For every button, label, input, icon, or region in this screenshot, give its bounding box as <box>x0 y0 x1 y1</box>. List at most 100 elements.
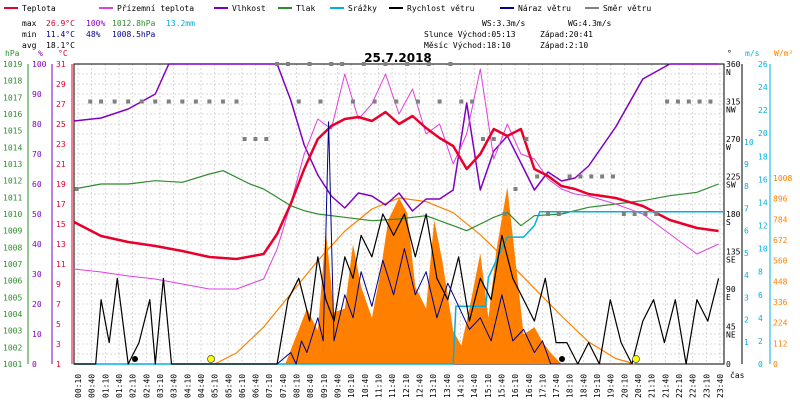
dir-tick-label: 135 <box>726 248 741 257</box>
wm2-tick-label: 448 <box>773 277 788 286</box>
mm-tick-label: 2 <box>744 316 749 325</box>
unit-hpa: hPa <box>5 49 20 58</box>
wind-direction-point <box>318 99 323 104</box>
stat-max-label: max <box>22 19 37 28</box>
legend-label: Rychlost větru <box>407 4 475 13</box>
radiation-fill-area <box>285 186 562 364</box>
time-tick-label: 00:40 <box>88 374 97 398</box>
stat-max-press: 1012.8hPa <box>112 19 156 28</box>
hpa-tick-label: 1010 <box>3 210 22 219</box>
time-tick-label: 09:10 <box>320 374 329 398</box>
stat-sun-set: Západ:20:41 <box>540 30 593 39</box>
wind-direction-point <box>207 99 212 104</box>
wind-direction-point <box>361 62 366 66</box>
time-tick-label: 20:10 <box>620 374 629 398</box>
legend-label: Náraz větru <box>518 4 571 13</box>
time-tick-label: 21:10 <box>648 374 657 398</box>
wind-direction-point <box>578 174 583 179</box>
hpa-tick-label: 1017 <box>3 93 22 102</box>
moonrise-marker <box>559 356 565 362</box>
degc-tick-label: 11 <box>56 260 66 269</box>
degc-tick-label: 19 <box>56 180 66 189</box>
dir-tick-label: E <box>726 293 731 302</box>
legend: Teplota Přízemní teplota Vlhkost Tlak Srážky… <box>4 4 651 13</box>
axes: 1019101810171016101510141013101210111010… <box>3 60 792 398</box>
hpa-tick-label: 1002 <box>3 343 22 352</box>
degc-tick-label: 5 <box>56 320 61 329</box>
mm-tick-label: 4 <box>744 271 749 280</box>
time-tick-label: 16:10 <box>511 374 520 398</box>
time-tick-label: 01:40 <box>115 374 124 398</box>
wind-direction-point <box>600 174 605 179</box>
degc-tick-label: 17 <box>56 200 66 209</box>
time-tick-label: 22:40 <box>689 374 698 398</box>
time-tick-label: 10:10 <box>347 374 356 398</box>
ms-tick-label: 8 <box>758 268 763 277</box>
wind-direction-point <box>220 99 225 104</box>
hpa-tick-label: 1011 <box>3 193 22 202</box>
mm-tick-label: 7 <box>744 204 749 213</box>
wind-direction-point <box>437 99 442 104</box>
legend-label: Přízemní teplota <box>117 4 194 13</box>
mm-tick-label: 8 <box>744 182 749 191</box>
unit-degc: °C <box>58 49 68 58</box>
degc-tick-label: 1 <box>56 360 61 369</box>
degc-tick-label: 15 <box>56 220 66 229</box>
wm2-tick-label: 784 <box>773 215 788 224</box>
stats-block: max 26.9°C 100% 1012.8hPa 13.2mm min 11.… <box>22 19 612 50</box>
wind-direction-point <box>307 62 312 66</box>
hpa-tick-label: 1005 <box>3 293 22 302</box>
time-tick-label: 00:10 <box>74 374 83 398</box>
wm2-tick-label: 0 <box>773 360 778 369</box>
radiation-curve-line <box>214 197 635 365</box>
degc-tick-label: 13 <box>56 240 66 249</box>
hpa-tick-label: 1015 <box>3 127 22 136</box>
mm-tick-label: 3 <box>744 293 749 302</box>
time-tick-label: 06:10 <box>238 374 247 398</box>
ms-tick-label: 2 <box>758 337 763 346</box>
degc-tick-label: 3 <box>56 340 61 349</box>
wind-direction-point <box>166 99 171 104</box>
wind-direction-point <box>285 62 290 66</box>
stat-ws: WS:3.3m/s <box>482 19 526 28</box>
dir-tick-label: NW <box>726 106 736 115</box>
stat-min-label: min <box>22 30 37 39</box>
wind-direction-point <box>264 137 269 141</box>
legend-label: Tlak <box>296 4 315 13</box>
ms-tick-label: 16 <box>758 175 768 184</box>
unit-cas: čas <box>730 370 745 380</box>
ms-tick-label: 4 <box>758 314 763 323</box>
mm-tick-label: 6 <box>744 227 749 236</box>
wind-direction-point <box>708 99 713 104</box>
dir-tick-label: 270 <box>726 135 741 144</box>
time-tick-label: 16:40 <box>525 374 534 398</box>
ground-temp-line <box>73 68 719 290</box>
pct-tick-label: 70 <box>32 150 42 159</box>
time-tick-label: 13:10 <box>429 374 438 398</box>
wind-direction-point <box>242 137 247 141</box>
wm2-tick-label: 336 <box>773 298 788 307</box>
wind-direction-point <box>372 99 377 104</box>
wind-direction-point <box>686 99 691 104</box>
pct-tick-label: 0 <box>32 360 37 369</box>
time-tick-label: 04:10 <box>183 374 192 398</box>
wind-direction-point <box>74 187 79 191</box>
wind-direction-point <box>448 62 453 66</box>
pct-tick-label: 80 <box>32 120 42 129</box>
wind-direction-point <box>350 99 355 104</box>
dir-tick-label: NE <box>726 331 736 340</box>
unit-deg: ° <box>727 49 732 58</box>
degc-tick-label: 27 <box>56 100 66 109</box>
ms-tick-label: 22 <box>758 106 768 115</box>
wind-direction-point <box>234 99 239 104</box>
time-tick-label: 15:40 <box>497 374 506 398</box>
time-tick-label: 18:40 <box>579 374 588 398</box>
mm-tick-label: 1 <box>744 338 749 347</box>
unit-wm2: W/m² <box>774 49 793 58</box>
legend-label: Směr větru <box>603 4 651 13</box>
time-tick-label: 05:10 <box>211 374 220 398</box>
wind-direction-point <box>535 174 540 179</box>
time-tick-label: 14:40 <box>470 374 479 398</box>
stat-min-press: 1008.5hPa <box>112 30 156 39</box>
